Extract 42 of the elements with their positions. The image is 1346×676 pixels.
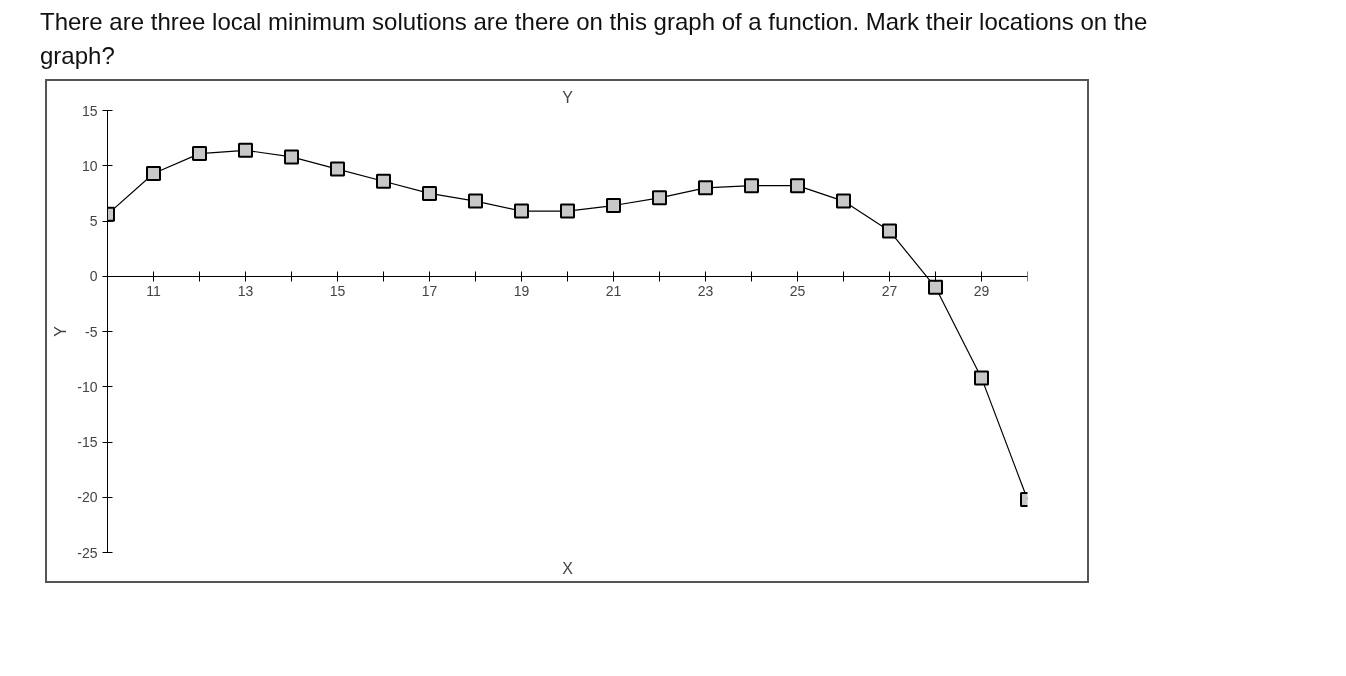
y-tick-label: 5 xyxy=(89,212,98,229)
text: There are three local minimum solutions are there on this graph of a function. Mark their locations on the graph? xyxy=(40,7,1149,72)
y-tick-label: 0 xyxy=(89,267,98,284)
x-axis-title: X xyxy=(562,559,574,577)
y-tick-label: 10 xyxy=(81,157,98,174)
x-tick-label: 11 xyxy=(146,282,161,299)
x-tick-label: 21 xyxy=(605,282,622,299)
x-tick-label: 15 xyxy=(329,282,346,299)
point xyxy=(422,185,437,201)
point xyxy=(882,223,897,239)
y-tick-label: 15 xyxy=(81,102,98,119)
point xyxy=(928,279,943,295)
x-tick-label: 19 xyxy=(513,282,530,299)
point xyxy=(192,145,207,161)
point xyxy=(652,189,667,205)
point xyxy=(606,197,621,213)
point xyxy=(514,203,529,219)
x-tick-label: 13 xyxy=(237,282,254,299)
point xyxy=(974,369,989,385)
y-tick-label: -15 xyxy=(77,433,98,450)
y-tick-label: -5 xyxy=(85,323,98,340)
y-tick-label: -20 xyxy=(77,488,98,505)
point xyxy=(146,165,161,181)
point xyxy=(376,173,391,189)
x-tick-label: 23 xyxy=(697,282,714,299)
point xyxy=(836,193,851,209)
point xyxy=(790,177,805,193)
point xyxy=(284,148,299,164)
x-tick-label: 25 xyxy=(789,282,806,299)
point xyxy=(744,177,759,193)
y-tick-label: -25 xyxy=(77,544,98,561)
chart-title: Y xyxy=(562,88,574,106)
x-tick-label: 27 xyxy=(881,282,898,299)
x-tick-label: 29 xyxy=(973,282,990,299)
point xyxy=(330,161,345,177)
x-tick-label: 17 xyxy=(421,282,438,299)
point xyxy=(238,142,253,158)
point xyxy=(560,203,575,219)
point xyxy=(698,179,713,195)
point xyxy=(468,193,483,209)
y-tick-label: -10 xyxy=(77,378,98,395)
y-axis-title: Y xyxy=(52,325,70,337)
